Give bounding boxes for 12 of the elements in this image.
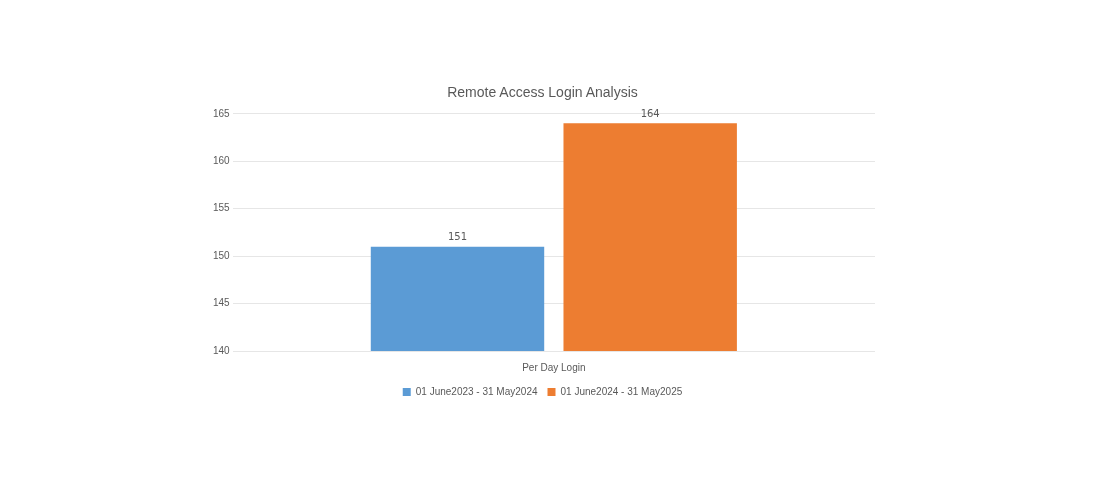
data-label: 151 — [447, 231, 468, 243]
y-tick-label: 150 — [213, 249, 231, 261]
legend-label: 01 June2023 - 31 May2024 — [415, 385, 538, 397]
legend-label: 01 June2024 - 31 May2025 — [560, 385, 683, 397]
y-tick-label: 145 — [213, 297, 231, 309]
y-tick-label: 140 — [213, 344, 231, 356]
data-label: 164 — [640, 107, 660, 119]
y-tick-label: 155 — [213, 202, 231, 214]
y-tick-label: 160 — [213, 154, 231, 166]
chart-title: Remote Access Login Analysis — [447, 84, 638, 101]
x-tick-label: Per Day Login — [522, 361, 586, 373]
y-tick-label: 165 — [213, 107, 231, 119]
